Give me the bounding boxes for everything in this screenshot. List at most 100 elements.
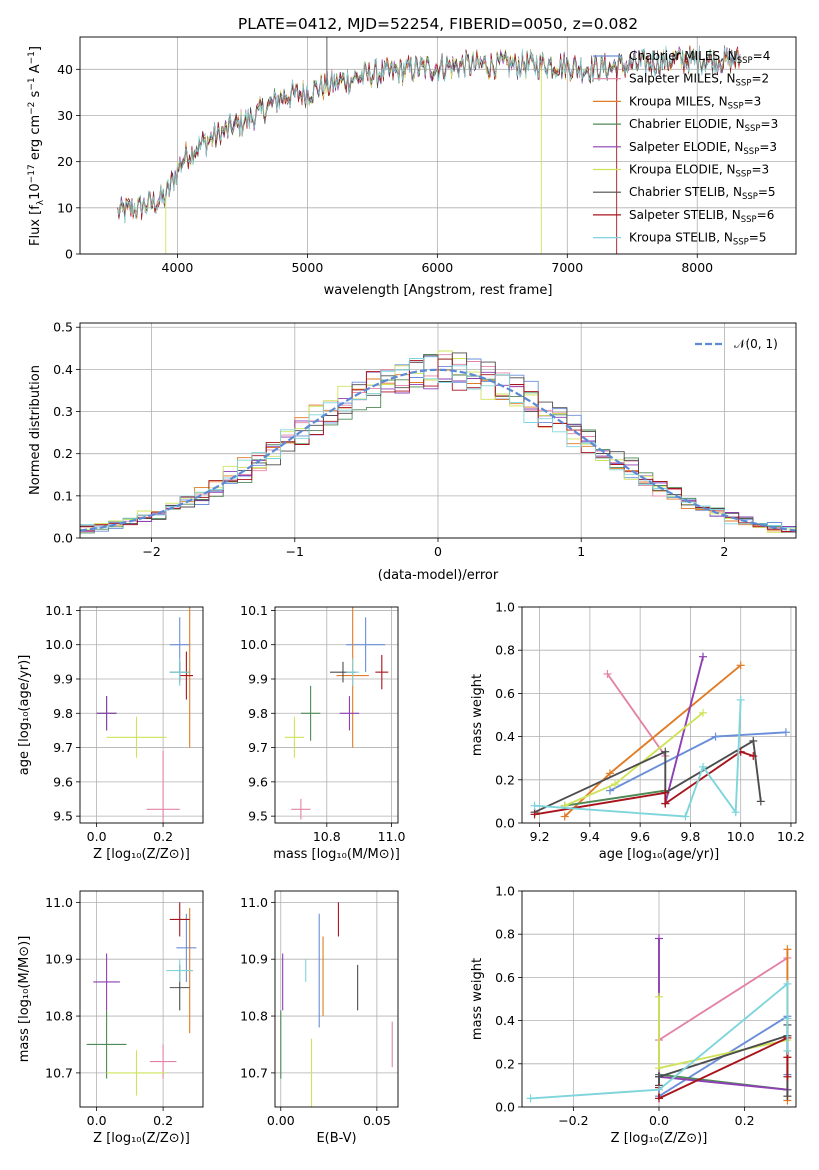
mwage-ytick-label: 1.0 — [495, 600, 515, 615]
legend-label-kroupa-elodie: Kroupa ELODIE, NSSP=3 — [629, 163, 769, 180]
agez-ytick-label: 9.6 — [53, 774, 73, 789]
agez-ytick-label: 10.1 — [45, 603, 73, 618]
mwz-xtick-label: 0.0 — [649, 1113, 669, 1128]
spectrum-xtick-label: 6000 — [421, 260, 453, 275]
legend-label-chabrier-miles: Chabrier MILES, NSSP=4 — [629, 49, 770, 66]
agemass-ytick-label: 9.9 — [248, 672, 268, 687]
spectrum-ytick-label: 20 — [57, 154, 73, 169]
massz-ytick-label: 10.9 — [45, 952, 73, 967]
hist-frame — [79, 322, 797, 539]
hist-legend-label: 𝒩(0, 1) — [734, 337, 778, 351]
agemass-xlabel: mass [log₁₀(M/M⊙)] — [273, 847, 400, 862]
massz-ytick-label: 11.0 — [45, 895, 73, 910]
mwage-line-chabrier-elodie — [564, 789, 666, 807]
agemass: 10.8 11.0 9.5 9.6 9.7 9.8 9.9 10.0 10.1 — [240, 603, 405, 844]
agemass-ytick-label: 9.8 — [248, 706, 268, 721]
spectrum-ylabel-part: 10 — [28, 183, 43, 200]
legend-label-tail: =4 — [753, 49, 771, 63]
agez-plot — [96, 607, 194, 823]
hist-xtick-label: 0 — [434, 544, 442, 559]
spectrum-ylabel-part: −1 — [27, 77, 37, 90]
legend-label-tail: =3 — [744, 94, 762, 108]
mwz-ylabel: mass weight — [470, 958, 485, 1040]
spectrum-ylabel-part: λ — [36, 199, 46, 205]
massebv-xtick-label: 0.00 — [267, 1113, 295, 1128]
hist-ytick-label: 0.5 — [53, 320, 73, 335]
agez-xlabel: Z [log₁₀(Z/Z⊙)] — [93, 847, 190, 862]
mwz-ytick-label: 0.6 — [495, 970, 515, 985]
mwage-xtick-label: 10.2 — [777, 829, 805, 844]
hist-xtick-label: −2 — [142, 544, 160, 559]
spectrum-xtick-label: 8000 — [681, 260, 713, 275]
legend-label-sub: SSP — [733, 238, 749, 248]
hist-xtick-label: −1 — [286, 544, 304, 559]
mwz-line-salpeter-miles — [658, 957, 788, 1041]
legend-label-kroupa-stelib: Kroupa STELIB, NSSP=5 — [629, 231, 767, 248]
massebv-frame — [274, 890, 399, 1108]
mwz-ytick-label: 0.0 — [495, 1100, 515, 1115]
massz-xtick-label: 0.2 — [153, 1113, 173, 1128]
mwage-ylabel: mass weight — [470, 674, 485, 756]
hist-xlabel: (data-model)/error — [378, 568, 499, 583]
massz-ytick-label: 10.8 — [45, 1009, 73, 1024]
legend-label-tail: =5 — [758, 185, 776, 199]
agemass-ytick-label: 10.0 — [240, 637, 268, 652]
massebv-xtick-label: 0.05 — [363, 1113, 391, 1128]
agemass-ytick-label: 9.7 — [248, 740, 268, 755]
legend-label-base: Kroupa ELODIE, N — [629, 163, 736, 177]
legend-label-base: Salpeter STELIB, N — [629, 208, 741, 222]
massebv-ytick-label: 10.7 — [240, 1065, 268, 1080]
hist: −2 −1 0 1 2 0.0 0.1 0.2 0.3 0.4 0.5 — [53, 320, 797, 559]
hist-normal-curve — [80, 368, 796, 532]
spectrum-ylabel-part: erg cm — [28, 115, 43, 164]
legend-label-sub: SSP — [745, 124, 761, 134]
hist-ytick-label: 0.4 — [53, 362, 73, 377]
legend-label-base: Salpeter ELODIE, N — [629, 140, 743, 154]
legend-label-tail: =2 — [751, 72, 769, 86]
agemass-ytick-label: 10.1 — [240, 603, 268, 618]
spectrum-ylabel-part: A — [28, 64, 43, 77]
spectrum-xtick-label: 4000 — [162, 260, 194, 275]
legend-label-base: Salpeter MILES, N — [629, 72, 736, 86]
agez: 0.0 0.2 9.5 9.6 9.7 9.8 9.9 10.0 10.1 — [45, 603, 204, 844]
spectrum-ylabel-part: −2 — [27, 102, 37, 115]
mwz-xlabel: Z [log₁₀(Z/Z⊙)] — [611, 1131, 708, 1146]
massebv-ytick-label: 10.9 — [240, 952, 268, 967]
agez-ylabel: age [log₁₀(age/yr)] — [17, 655, 32, 776]
massebv-plot — [280, 902, 393, 1107]
agez-ytick-label: 9.5 — [53, 809, 73, 824]
legend-label-tail: =6 — [757, 208, 775, 222]
mwage-xlabel: age [log₁₀(age/yr)] — [599, 847, 720, 862]
legend-label-base: Chabrier MILES, N — [629, 49, 737, 63]
massz-xlabel: Z [log₁₀(Z/Z⊙)] — [93, 1131, 190, 1146]
agez-ytick-label: 9.9 — [53, 672, 73, 687]
mwz-ytick-label: 0.4 — [495, 1013, 515, 1028]
massebv: 0.00 0.05 10.7 10.8 10.9 11.0 — [240, 890, 399, 1128]
legend-label-kroupa-miles: Kroupa MILES, NSSP=3 — [629, 94, 761, 111]
spectrum-ylabel-part: Flux [f — [28, 205, 43, 246]
legend-label-base: Kroupa STELIB, N — [629, 231, 733, 245]
legend-label-tail: =3 — [761, 117, 779, 131]
massz-plot — [86, 902, 197, 1096]
spectrum-ytick-label: 10 — [57, 200, 73, 215]
mwage-ytick-label: 0.0 — [495, 816, 515, 831]
mwage-frame — [521, 606, 797, 824]
legend-label-salpeter-stelib: Salpeter STELIB, NSSP=6 — [629, 208, 774, 225]
legend-label-sub: SSP — [736, 79, 752, 89]
hist-ytick-label: 0.0 — [53, 531, 73, 546]
hist-xtick-label: 1 — [577, 544, 585, 559]
mwage-xtick-label: 9.4 — [580, 829, 600, 844]
mwage-ytick-label: 0.4 — [495, 729, 515, 744]
spectrum-ytick-label: 0 — [65, 247, 73, 262]
hist-plot — [80, 350, 796, 537]
legend-label-base: Chabrier ELODIE, N — [629, 117, 745, 131]
agemass-ytick-label: 9.6 — [248, 774, 268, 789]
mwage-line-salpeter-elodie — [664, 656, 704, 804]
hist-ytick-label: 0.3 — [53, 404, 73, 419]
legend-label-tail: =3 — [759, 140, 777, 154]
agez-ytick-label: 9.7 — [53, 740, 73, 755]
legend-label-sub: SSP — [743, 147, 759, 157]
massz-xtick-label: 0.0 — [87, 1113, 107, 1128]
legend-label-sub: SSP — [742, 192, 758, 202]
